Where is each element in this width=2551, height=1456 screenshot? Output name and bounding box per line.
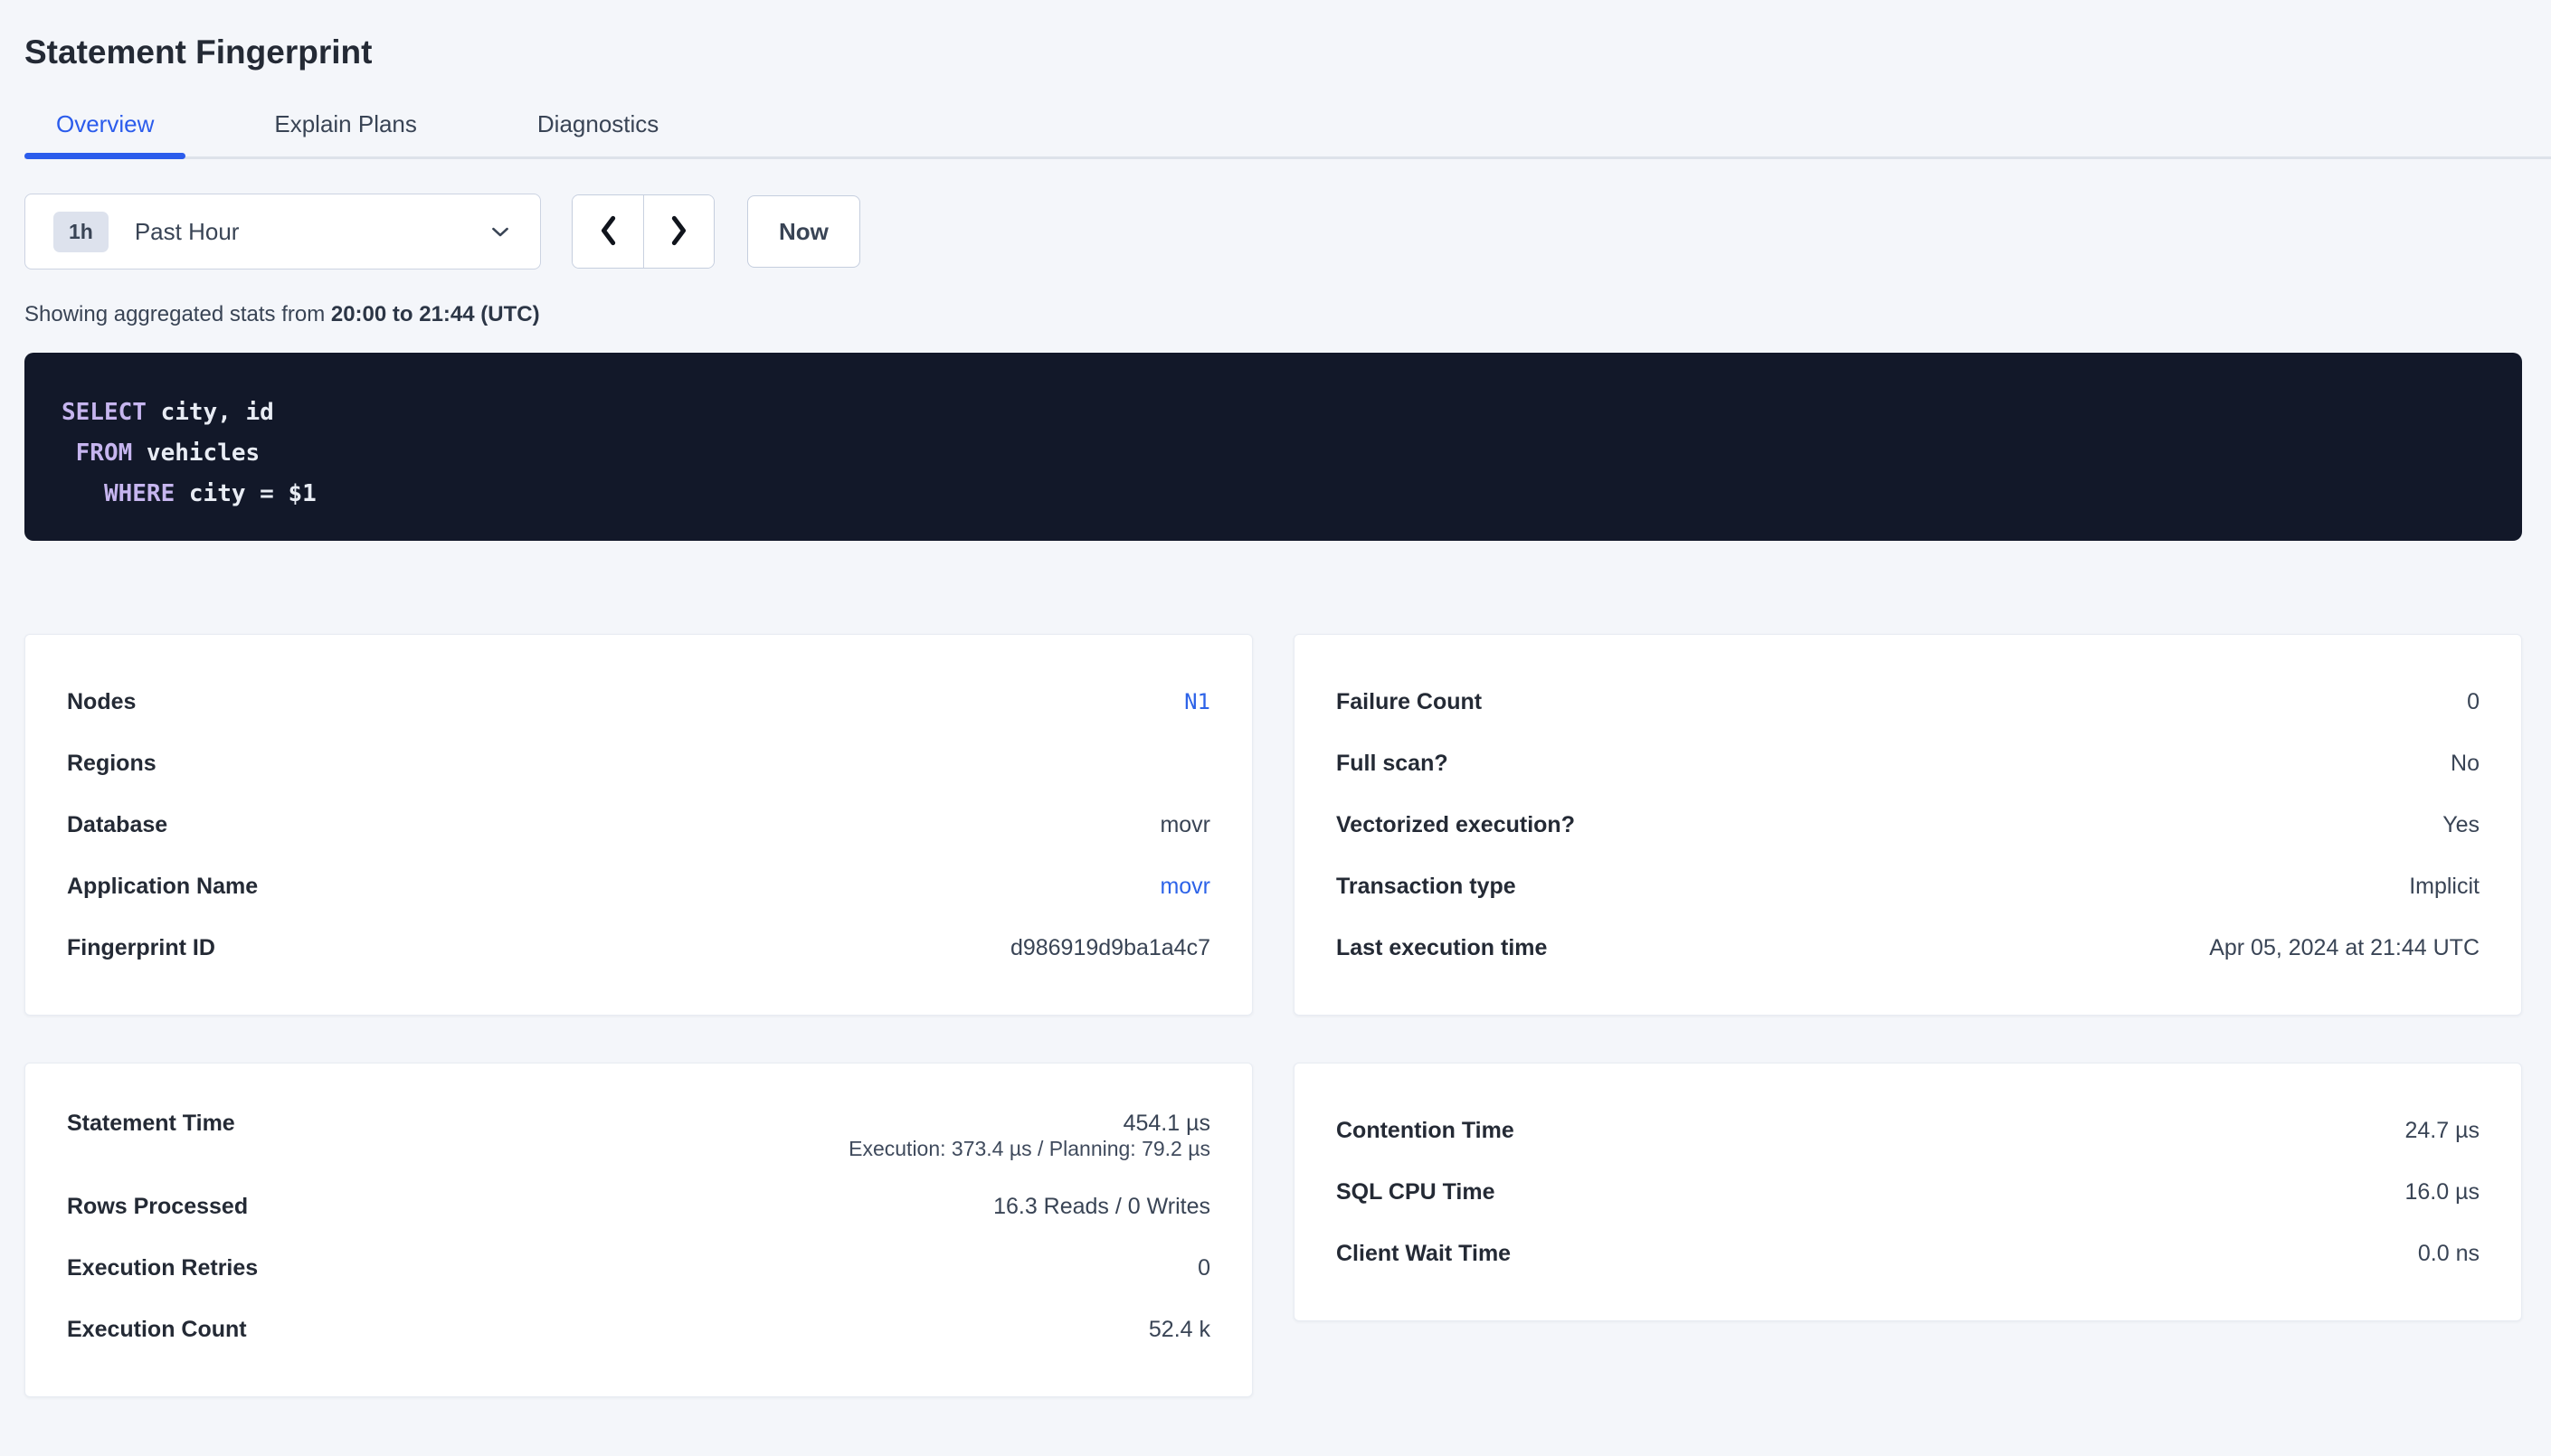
tab-diagnostics[interactable]: Diagnostics <box>536 110 659 137</box>
statement-timing-card: Statement Time 454.1 µs Execution: 373.4… <box>24 1063 1253 1397</box>
sql-text: city, id <box>146 399 274 426</box>
sql-keyword: FROM <box>75 440 133 467</box>
time-step-button-group <box>572 194 715 269</box>
row-value: 0 <box>1198 1254 1210 1281</box>
last-execution-time-value: Apr 05, 2024 at 21:44 UTC <box>2209 934 2480 960</box>
time-range-badge: 1h <box>53 211 109 252</box>
row-label: Execution Retries <box>67 1254 259 1281</box>
table-row: Application Name movr <box>67 856 1210 917</box>
chevron-down-icon <box>488 219 513 244</box>
sql-indent <box>62 480 104 507</box>
now-button[interactable]: Now <box>747 195 860 268</box>
row-label: Vectorized execution? <box>1336 811 1575 837</box>
table-row: Nodes N1 <box>67 671 1210 733</box>
stats-range: 20:00 to 21:44 (UTC) <box>330 302 540 326</box>
time-range-label: Past Hour <box>134 217 240 245</box>
table-row: Failure Count 0 <box>1336 671 2480 733</box>
row-label: Database <box>67 811 168 837</box>
table-row: Transaction type Implicit <box>1336 856 2480 917</box>
row-value: Implicit <box>2409 873 2480 899</box>
table-row: Vectorized execution? Yes <box>1336 794 2480 856</box>
table-row: Regions <box>67 733 1210 794</box>
row-label: Fingerprint ID <box>67 934 215 960</box>
row-label: Execution Count <box>67 1316 247 1342</box>
row-value: 52.4 k <box>1148 1316 1210 1342</box>
stats-prefix: Showing aggregated stats from <box>24 302 331 326</box>
prev-time-button[interactable] <box>573 195 643 268</box>
statement-details-card: Nodes N1 Regions Database movr Applicati… <box>24 634 1253 1016</box>
sql-statement-text: SELECT city, id FROM vehicles WHERE city… <box>62 392 2495 515</box>
chevron-left-icon <box>596 215 620 249</box>
tab-bar: Overview Explain Plans Diagnostics <box>24 98 2551 159</box>
table-row: Execution Count 52.4 k <box>67 1299 1210 1360</box>
row-label: Nodes <box>67 688 137 714</box>
row-subvalue: Execution: 373.4 µs / Planning: 79.2 µs <box>849 1137 1210 1160</box>
row-label: Regions <box>67 750 156 776</box>
table-row: Full scan? No <box>1336 733 2480 794</box>
time-controls: 1h Past Hour Now <box>24 194 2522 269</box>
page-title: Statement Fingerprint <box>24 33 373 71</box>
resource-timing-card: Contention Time 24.7 µs SQL CPU Time 16.… <box>1294 1063 2522 1321</box>
statement-fingerprint-page: Statement Fingerprint Overview Explain P… <box>24 33 2551 1397</box>
row-value: 16.3 Reads / 0 Writes <box>993 1193 1210 1219</box>
row-value-group: 454.1 µs Execution: 373.4 µs / Planning:… <box>849 1111 1210 1161</box>
table-row: Contention Time 24.7 µs <box>1336 1100 2480 1161</box>
aggregated-stats-line: Showing aggregated stats from 20:00 to 2… <box>24 302 2522 327</box>
main-content: 1h Past Hour Now S <box>24 194 2522 1397</box>
row-label: Application Name <box>67 873 259 899</box>
sql-indent <box>62 440 76 467</box>
fingerprint-id-value: d986919d9ba1a4c7 <box>1010 934 1210 960</box>
time-range-dropdown[interactable]: 1h Past Hour <box>24 194 541 269</box>
row-value: 16.0 µs <box>2404 1178 2480 1205</box>
row-label: Statement Time <box>67 1111 235 1136</box>
chevron-right-icon <box>668 215 691 249</box>
summary-cards-grid: Nodes N1 Regions Database movr Applicati… <box>24 634 2522 1397</box>
table-row: Statement Time 454.1 µs Execution: 373.4… <box>67 1100 1210 1176</box>
sql-text: vehicles <box>132 440 261 467</box>
row-label: Last execution time <box>1336 934 1548 960</box>
table-row: Client Wait Time 0.0 ns <box>1336 1223 2480 1284</box>
row-label: Contention Time <box>1336 1117 1514 1143</box>
row-label: Rows Processed <box>67 1193 249 1219</box>
row-value: No <box>2451 750 2480 776</box>
table-row: Rows Processed 16.3 Reads / 0 Writes <box>67 1176 1210 1237</box>
row-label: Full scan? <box>1336 750 1448 776</box>
row-label: Transaction type <box>1336 873 1516 899</box>
table-row: Fingerprint ID d986919d9ba1a4c7 <box>67 917 1210 979</box>
row-label: Client Wait Time <box>1336 1240 1512 1266</box>
table-row: Database movr <box>67 794 1210 856</box>
sql-keyword: SELECT <box>62 399 147 426</box>
row-value: 0.0 ns <box>2417 1240 2480 1266</box>
table-row: Execution Retries 0 <box>67 1237 1210 1299</box>
row-label: SQL CPU Time <box>1336 1178 1495 1205</box>
sql-statement-box: SELECT city, id FROM vehicles WHERE city… <box>24 353 2522 541</box>
tab-overview[interactable]: Overview <box>24 98 186 159</box>
next-time-button[interactable] <box>643 195 714 268</box>
table-row: SQL CPU Time 16.0 µs <box>1336 1161 2480 1223</box>
execution-attributes-card: Failure Count 0 Full scan? No Vectorized… <box>1294 634 2522 1016</box>
application-name-link[interactable]: movr <box>1160 873 1210 899</box>
row-value: movr <box>1160 811 1210 837</box>
row-value: 454.1 µs <box>1123 1111 1210 1136</box>
row-value: 24.7 µs <box>2404 1117 2480 1143</box>
table-row: Last execution time Apr 05, 2024 at 21:4… <box>1336 917 2480 979</box>
sql-text: city = $1 <box>175 480 317 507</box>
row-label: Failure Count <box>1336 688 1483 714</box>
sql-keyword: WHERE <box>103 480 175 507</box>
row-value: 0 <box>2467 688 2480 714</box>
row-value: Yes <box>2442 811 2480 837</box>
nodes-link[interactable]: N1 <box>1184 689 1210 714</box>
tab-explain-plans[interactable]: Explain Plans <box>274 110 417 137</box>
